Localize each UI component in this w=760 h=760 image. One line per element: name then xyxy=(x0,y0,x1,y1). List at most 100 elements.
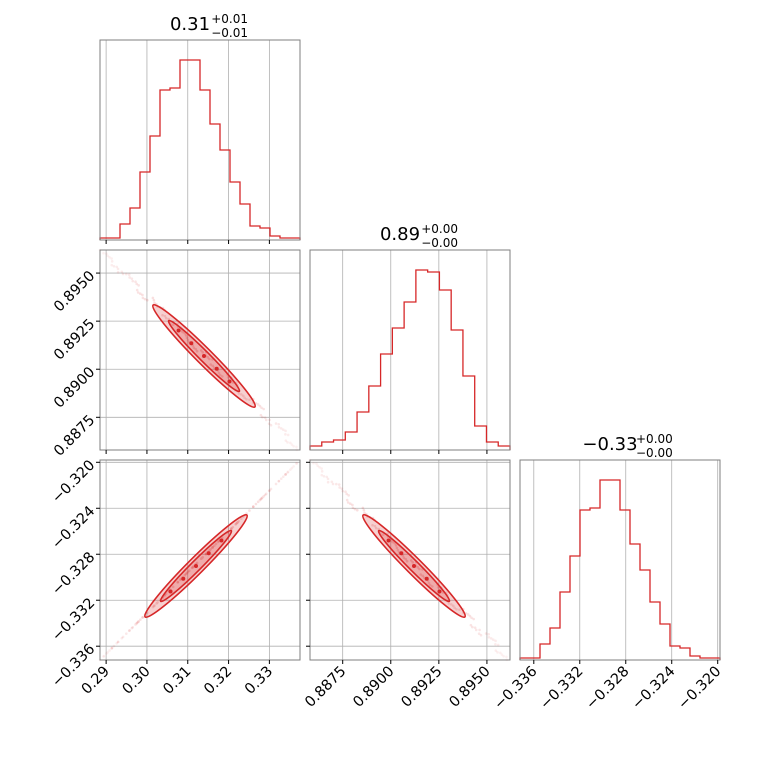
sample-point xyxy=(373,524,377,528)
hist-panel-1: 0.89 +0.00−0.00 xyxy=(309,222,511,454)
sample-point xyxy=(226,376,230,379)
sample-point xyxy=(116,640,120,644)
sample-point xyxy=(116,270,120,274)
contour-point xyxy=(202,354,206,358)
contour-outer xyxy=(143,513,249,619)
sample-point xyxy=(136,620,140,624)
sample-point xyxy=(284,473,287,476)
sample-point xyxy=(120,270,124,274)
sample-point xyxy=(258,404,262,408)
sample-point xyxy=(472,617,475,621)
sample-point xyxy=(355,508,359,512)
sample-point xyxy=(260,497,263,500)
sample-point xyxy=(330,480,334,484)
sample-point xyxy=(178,578,182,582)
scatter-panel-0 xyxy=(96,248,301,454)
sample-point xyxy=(163,314,167,318)
sample-point xyxy=(499,651,502,655)
x-tick-label: 0.8875 xyxy=(302,664,349,711)
sample-point xyxy=(141,616,144,619)
sample-point xyxy=(471,625,474,629)
sample-point xyxy=(337,483,341,486)
sample-point xyxy=(102,655,105,658)
sample-point xyxy=(211,545,215,549)
hist-frame xyxy=(519,459,721,661)
panel-frame xyxy=(309,459,511,661)
contour-point xyxy=(437,589,442,594)
sample-point xyxy=(341,489,345,493)
sample-point xyxy=(256,500,260,504)
sample-point xyxy=(418,567,421,571)
sample-point xyxy=(106,651,109,654)
sample-point xyxy=(292,444,295,448)
sample-point xyxy=(201,351,205,354)
sample-point xyxy=(326,480,330,484)
sample-point xyxy=(176,581,179,584)
sample-point xyxy=(259,497,263,501)
sample-point xyxy=(130,277,134,280)
sample-point xyxy=(269,423,273,427)
sample-point xyxy=(286,471,289,474)
sample-point xyxy=(206,356,210,359)
sample-point xyxy=(292,465,295,468)
sample-point xyxy=(102,251,105,255)
contour-point xyxy=(424,576,429,581)
contour-inner xyxy=(159,529,233,603)
contour-point xyxy=(189,341,194,346)
sample-point xyxy=(260,406,263,410)
sample-point xyxy=(110,260,114,263)
sample-point xyxy=(282,475,285,478)
param-title-1: 0.89 xyxy=(380,224,420,245)
sample-point xyxy=(237,392,241,395)
sample-point xyxy=(269,487,273,491)
x-tick-label: −0.336 xyxy=(491,664,540,713)
contour-point xyxy=(214,366,219,371)
sample-point xyxy=(234,522,238,526)
sample-point xyxy=(121,635,125,639)
sample-point xyxy=(110,646,114,650)
sample-point xyxy=(241,394,245,398)
sample-point xyxy=(320,467,323,470)
sample-point xyxy=(264,492,268,496)
sample-point xyxy=(184,334,188,337)
sample-point xyxy=(171,585,175,589)
contour-point xyxy=(399,551,404,556)
x-tick-label: −0.332 xyxy=(537,664,586,713)
sample-point xyxy=(217,371,221,375)
param-title-plus-2: +0.00 xyxy=(636,432,673,446)
param-title-plus-1: +0.00 xyxy=(421,222,458,236)
sample-point xyxy=(235,521,239,525)
sample-point xyxy=(320,473,324,477)
sample-point xyxy=(419,573,423,576)
sample-point xyxy=(237,519,241,523)
sample-point xyxy=(421,574,425,578)
sample-point xyxy=(335,482,338,486)
sample-point xyxy=(243,396,246,400)
sample-point xyxy=(496,651,499,654)
sample-point xyxy=(268,418,271,422)
sample-point xyxy=(128,276,131,279)
scatter-panel-2 xyxy=(306,458,511,664)
x-tick-label: 0.8925 xyxy=(398,664,445,711)
param-title-0: 0.31 xyxy=(170,14,210,35)
sample-point xyxy=(216,540,220,544)
sample-point xyxy=(234,523,237,526)
param-title-minus-2: −0.00 xyxy=(636,446,673,460)
sample-point xyxy=(277,422,281,426)
histogram-1 xyxy=(309,269,511,450)
sample-point xyxy=(496,643,500,647)
contour-point xyxy=(194,564,198,568)
sample-point xyxy=(322,474,326,478)
sample-point xyxy=(377,527,381,531)
sample-point xyxy=(218,373,222,377)
contour-point xyxy=(386,538,391,543)
sample-point xyxy=(251,505,255,509)
sample-point xyxy=(374,526,378,530)
sample-point xyxy=(127,629,131,633)
sample-point xyxy=(411,561,415,564)
sample-point xyxy=(199,349,203,352)
sample-point xyxy=(112,644,116,648)
sample-point xyxy=(108,255,111,259)
sample-point xyxy=(326,477,330,481)
histogram-2 xyxy=(519,479,721,660)
